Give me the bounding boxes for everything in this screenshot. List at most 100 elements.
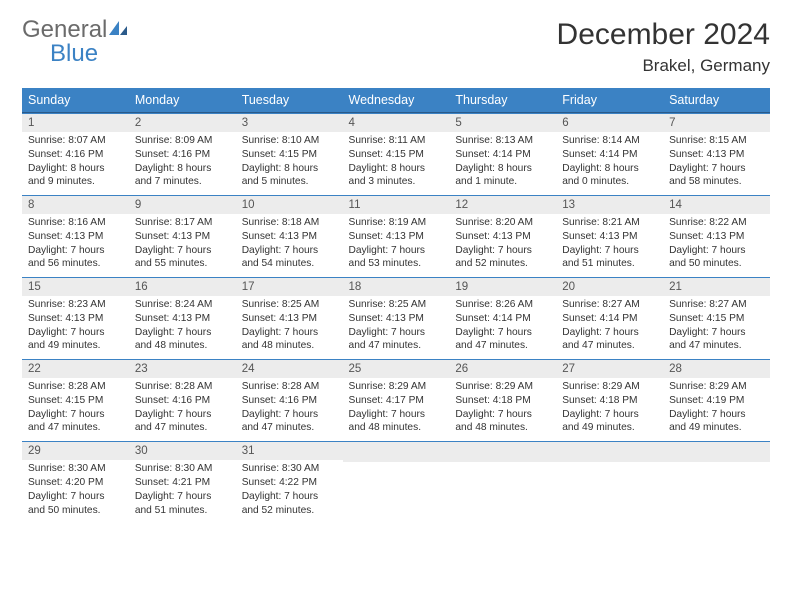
daylight-text: Daylight: 7 hours and 53 minutes. [349,244,444,272]
sunset-text: Sunset: 4:18 PM [562,394,657,408]
calendar-cell: 6Sunrise: 8:14 AMSunset: 4:14 PMDaylight… [556,113,663,196]
sunrise-text: Sunrise: 8:25 AM [349,298,444,312]
day-number: 30 [129,442,236,460]
sunset-text: Sunset: 4:22 PM [242,476,337,490]
calendar-cell: 9Sunrise: 8:17 AMSunset: 4:13 PMDaylight… [129,195,236,277]
logo-blue: Blue [50,40,98,67]
sunset-text: Sunset: 4:17 PM [349,394,444,408]
day-number: 10 [236,196,343,214]
sunset-text: Sunset: 4:14 PM [455,312,550,326]
day-details: Sunrise: 8:22 AMSunset: 4:13 PMDaylight:… [663,214,770,277]
day-details: Sunrise: 8:26 AMSunset: 4:14 PMDaylight:… [449,296,556,359]
daylight-text: Daylight: 7 hours and 50 minutes. [669,244,764,272]
day-details: Sunrise: 8:29 AMSunset: 4:17 PMDaylight:… [343,378,450,441]
sunrise-text: Sunrise: 8:29 AM [455,380,550,394]
day-details: Sunrise: 8:30 AMSunset: 4:22 PMDaylight:… [236,460,343,523]
day-number: 31 [236,442,343,460]
sunset-text: Sunset: 4:13 PM [135,312,230,326]
daylight-text: Daylight: 8 hours and 9 minutes. [28,162,123,190]
daylight-text: Daylight: 7 hours and 47 minutes. [349,326,444,354]
sunrise-text: Sunrise: 8:22 AM [669,216,764,230]
sunrise-text: Sunrise: 8:21 AM [562,216,657,230]
calendar-cell: 20Sunrise: 8:27 AMSunset: 4:14 PMDayligh… [556,277,663,359]
sunset-text: Sunset: 4:14 PM [455,148,550,162]
logo-general: General [22,16,107,43]
daylight-text: Daylight: 8 hours and 1 minute. [455,162,550,190]
day-details: Sunrise: 8:28 AMSunset: 4:16 PMDaylight:… [129,378,236,441]
day-number: 4 [343,114,450,132]
sunrise-text: Sunrise: 8:18 AM [242,216,337,230]
sunrise-text: Sunrise: 8:15 AM [669,134,764,148]
day-details: Sunrise: 8:16 AMSunset: 4:13 PMDaylight:… [22,214,129,277]
calendar-cell [343,441,450,523]
daylight-text: Daylight: 7 hours and 47 minutes. [28,408,123,436]
daylight-text: Daylight: 7 hours and 48 minutes. [455,408,550,436]
daylight-text: Daylight: 7 hours and 49 minutes. [28,326,123,354]
sunrise-text: Sunrise: 8:26 AM [455,298,550,312]
header: General Blue December 2024 Brakel, Germa… [22,18,770,76]
day-details: Sunrise: 8:29 AMSunset: 4:19 PMDaylight:… [663,378,770,441]
sunrise-text: Sunrise: 8:19 AM [349,216,444,230]
sunset-text: Sunset: 4:13 PM [669,148,764,162]
sunrise-text: Sunrise: 8:25 AM [242,298,337,312]
location: Brakel, Germany [557,56,770,76]
title-block: December 2024 Brakel, Germany [557,18,770,76]
daylight-text: Daylight: 7 hours and 47 minutes. [669,326,764,354]
calendar-cell [449,441,556,523]
sunrise-text: Sunrise: 8:23 AM [28,298,123,312]
day-number: 2 [129,114,236,132]
day-number [663,442,770,462]
calendar-cell: 14Sunrise: 8:22 AMSunset: 4:13 PMDayligh… [663,195,770,277]
daylight-text: Daylight: 7 hours and 54 minutes. [242,244,337,272]
sunset-text: Sunset: 4:13 PM [455,230,550,244]
calendar-cell: 13Sunrise: 8:21 AMSunset: 4:13 PMDayligh… [556,195,663,277]
daylight-text: Daylight: 7 hours and 51 minutes. [135,490,230,518]
day-number: 7 [663,114,770,132]
daylight-text: Daylight: 7 hours and 52 minutes. [455,244,550,272]
calendar-week-row: 1Sunrise: 8:07 AMSunset: 4:16 PMDaylight… [22,113,770,196]
sunset-text: Sunset: 4:13 PM [242,312,337,326]
calendar-cell: 30Sunrise: 8:30 AMSunset: 4:21 PMDayligh… [129,441,236,523]
calendar-cell: 15Sunrise: 8:23 AMSunset: 4:13 PMDayligh… [22,277,129,359]
day-details: Sunrise: 8:29 AMSunset: 4:18 PMDaylight:… [449,378,556,441]
day-details: Sunrise: 8:14 AMSunset: 4:14 PMDaylight:… [556,132,663,195]
day-details: Sunrise: 8:11 AMSunset: 4:15 PMDaylight:… [343,132,450,195]
sunset-text: Sunset: 4:15 PM [669,312,764,326]
day-details: Sunrise: 8:27 AMSunset: 4:14 PMDaylight:… [556,296,663,359]
day-number: 14 [663,196,770,214]
day-number: 17 [236,278,343,296]
calendar-cell: 21Sunrise: 8:27 AMSunset: 4:15 PMDayligh… [663,277,770,359]
sunrise-text: Sunrise: 8:28 AM [135,380,230,394]
calendar-cell: 24Sunrise: 8:28 AMSunset: 4:16 PMDayligh… [236,359,343,441]
daylight-text: Daylight: 7 hours and 48 minutes. [349,408,444,436]
daylight-text: Daylight: 7 hours and 56 minutes. [28,244,123,272]
day-details: Sunrise: 8:27 AMSunset: 4:15 PMDaylight:… [663,296,770,359]
logo: General Blue [22,18,129,66]
day-number: 21 [663,278,770,296]
sunrise-text: Sunrise: 8:28 AM [28,380,123,394]
calendar-week-row: 8Sunrise: 8:16 AMSunset: 4:13 PMDaylight… [22,195,770,277]
day-details: Sunrise: 8:07 AMSunset: 4:16 PMDaylight:… [22,132,129,195]
calendar-cell [663,441,770,523]
calendar-cell: 5Sunrise: 8:13 AMSunset: 4:14 PMDaylight… [449,113,556,196]
day-number: 29 [22,442,129,460]
weekday-header-row: SundayMondayTuesdayWednesdayThursdayFrid… [22,88,770,113]
day-details: Sunrise: 8:13 AMSunset: 4:14 PMDaylight:… [449,132,556,195]
weekday-header: Thursday [449,88,556,113]
calendar-cell: 31Sunrise: 8:30 AMSunset: 4:22 PMDayligh… [236,441,343,523]
daylight-text: Daylight: 7 hours and 47 minutes. [135,408,230,436]
day-details: Sunrise: 8:30 AMSunset: 4:21 PMDaylight:… [129,460,236,523]
day-details: Sunrise: 8:30 AMSunset: 4:20 PMDaylight:… [22,460,129,523]
calendar-cell: 11Sunrise: 8:19 AMSunset: 4:13 PMDayligh… [343,195,450,277]
calendar-cell: 19Sunrise: 8:26 AMSunset: 4:14 PMDayligh… [449,277,556,359]
calendar-cell: 26Sunrise: 8:29 AMSunset: 4:18 PMDayligh… [449,359,556,441]
sunset-text: Sunset: 4:15 PM [242,148,337,162]
day-details: Sunrise: 8:29 AMSunset: 4:18 PMDaylight:… [556,378,663,441]
day-details: Sunrise: 8:21 AMSunset: 4:13 PMDaylight:… [556,214,663,277]
day-number: 24 [236,360,343,378]
daylight-text: Daylight: 7 hours and 49 minutes. [669,408,764,436]
daylight-text: Daylight: 7 hours and 58 minutes. [669,162,764,190]
sunset-text: Sunset: 4:15 PM [28,394,123,408]
sunset-text: Sunset: 4:16 PM [135,394,230,408]
day-number: 5 [449,114,556,132]
